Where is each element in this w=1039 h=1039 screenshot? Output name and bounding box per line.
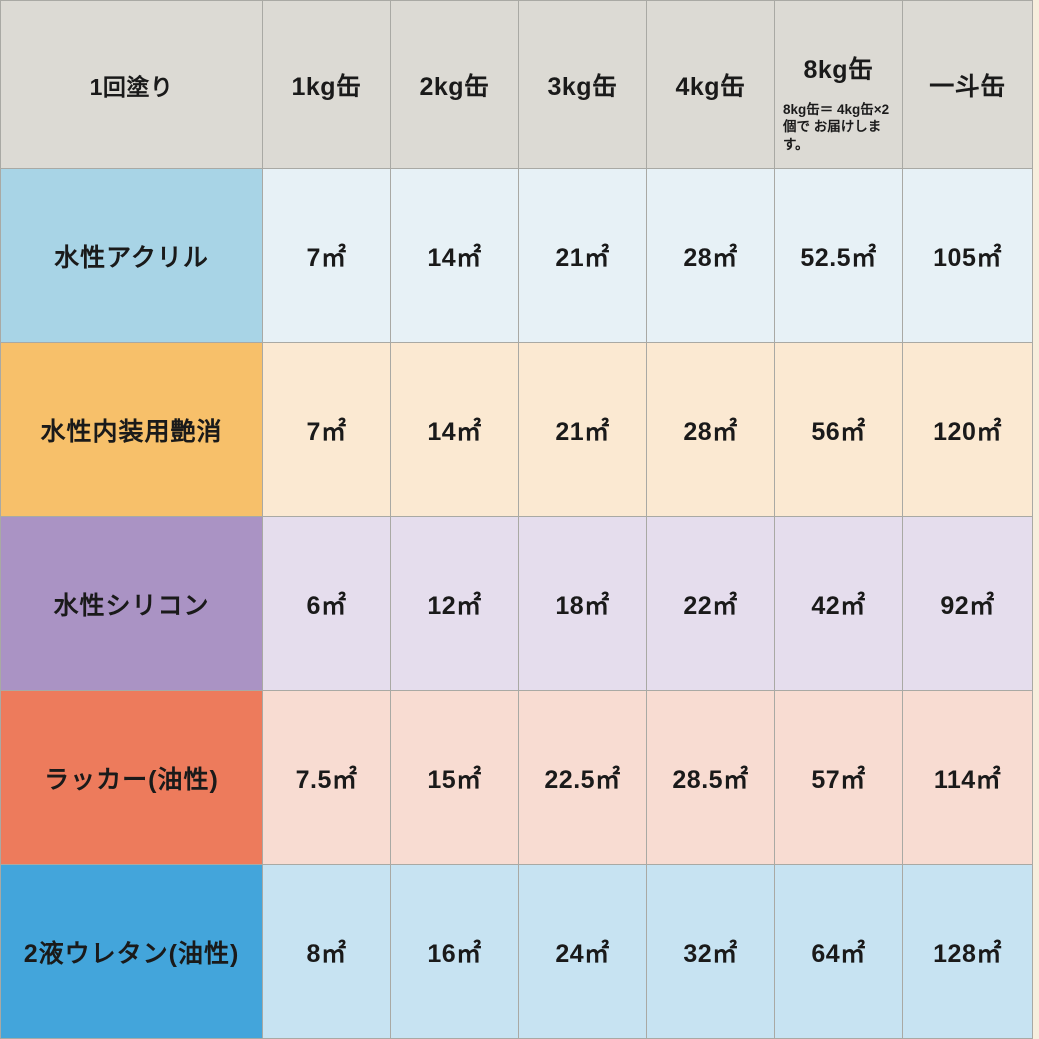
cell-r4-c5: 128㎡ (902, 864, 1033, 1039)
row-label-3: ラッカー(油性) (0, 690, 263, 865)
cell-r3-c3: 28.5㎡ (646, 690, 775, 865)
table-body: 水性アクリル 7㎡ 14㎡ 21㎡ 28㎡ 52.5㎡ 105㎡ 水性内装用艶消 7㎡ 14㎡ 21… (0, 168, 1033, 1039)
column-header-3kg-text: 3kg缶 (547, 72, 618, 101)
column-header-4kg-text: 4kg缶 (675, 72, 746, 101)
cell-r2-c4: 42㎡ (774, 516, 903, 691)
column-header-8kg-note: 8kg缶＝ 4kg缶×2個で お届けします。 (783, 101, 890, 153)
cell-r1-c4: 56㎡ (774, 342, 903, 517)
row-label-0: 水性アクリル (0, 168, 263, 343)
row-label-1: 水性内装用艶消 (0, 342, 263, 517)
row-label-2: 水性シリコン (0, 516, 263, 691)
column-header-3kg: 3kg缶 (518, 0, 647, 169)
header-row: 1回塗り 1kg缶 2kg缶 3kg缶 4kg缶 8kg缶 8kg缶＝ 4kg缶… (0, 0, 1033, 169)
cell-r4-c3: 32㎡ (646, 864, 775, 1039)
column-header-2kg: 2kg缶 (390, 0, 519, 169)
cell-r2-c1: 12㎡ (390, 516, 519, 691)
column-header-8kg: 8kg缶 8kg缶＝ 4kg缶×2個で お届けします。 (774, 0, 903, 169)
cell-r2-c3: 22㎡ (646, 516, 775, 691)
cell-r1-c3: 28㎡ (646, 342, 775, 517)
column-header-8kg-text: 8kg缶 (803, 55, 874, 84)
column-header-1kg: 1kg缶 (262, 0, 391, 169)
cell-r4-c2: 24㎡ (518, 864, 647, 1039)
cell-r4-c1: 16㎡ (390, 864, 519, 1039)
cell-r0-c4: 52.5㎡ (774, 168, 903, 343)
cell-r0-c2: 21㎡ (518, 168, 647, 343)
cell-r4-c0: 8㎡ (262, 864, 391, 1039)
cell-r2-c2: 18㎡ (518, 516, 647, 691)
cell-r1-c0: 7㎡ (262, 342, 391, 517)
cell-r0-c1: 14㎡ (390, 168, 519, 343)
cell-r1-c5: 120㎡ (902, 342, 1033, 517)
column-header-itto: 一斗缶 (902, 0, 1033, 169)
column-header-label-text: 1回塗り (89, 73, 174, 100)
cell-r2-c0: 6㎡ (262, 516, 391, 691)
column-header-1kg-text: 1kg缶 (291, 72, 362, 101)
table-row: 水性シリコン 6㎡ 12㎡ 18㎡ 22㎡ 42㎡ 92㎡ (0, 516, 1033, 691)
cell-r3-c1: 15㎡ (390, 690, 519, 865)
column-header-itto-text: 一斗缶 (929, 72, 1006, 101)
table-row: 2液ウレタン(油性) 8㎡ 16㎡ 24㎡ 32㎡ 64㎡ 128㎡ (0, 864, 1033, 1039)
cell-r3-c2: 22.5㎡ (518, 690, 647, 865)
table-row: 水性内装用艶消 7㎡ 14㎡ 21㎡ 28㎡ 56㎡ 120㎡ (0, 342, 1033, 517)
cell-r4-c4: 64㎡ (774, 864, 903, 1039)
cell-r2-c5: 92㎡ (902, 516, 1033, 691)
cell-r3-c0: 7.5㎡ (262, 690, 391, 865)
table-row: 水性アクリル 7㎡ 14㎡ 21㎡ 28㎡ 52.5㎡ 105㎡ (0, 168, 1033, 343)
table-header: 1回塗り 1kg缶 2kg缶 3kg缶 4kg缶 8kg缶 8kg缶＝ 4kg缶… (0, 0, 1033, 169)
cell-r1-c1: 14㎡ (390, 342, 519, 517)
column-header-2kg-text: 2kg缶 (419, 72, 490, 101)
row-label-4: 2液ウレタン(油性) (0, 864, 263, 1039)
cell-r1-c2: 21㎡ (518, 342, 647, 517)
cell-r0-c3: 28㎡ (646, 168, 775, 343)
column-header-4kg: 4kg缶 (646, 0, 775, 169)
column-header-label: 1回塗り (0, 0, 263, 169)
cell-r3-c4: 57㎡ (774, 690, 903, 865)
table-row: ラッカー(油性) 7.5㎡ 15㎡ 22.5㎡ 28.5㎡ 57㎡ 114㎡ (0, 690, 1033, 865)
cell-r0-c5: 105㎡ (902, 168, 1033, 343)
cell-r3-c5: 114㎡ (902, 690, 1033, 865)
cell-r0-c0: 7㎡ (262, 168, 391, 343)
